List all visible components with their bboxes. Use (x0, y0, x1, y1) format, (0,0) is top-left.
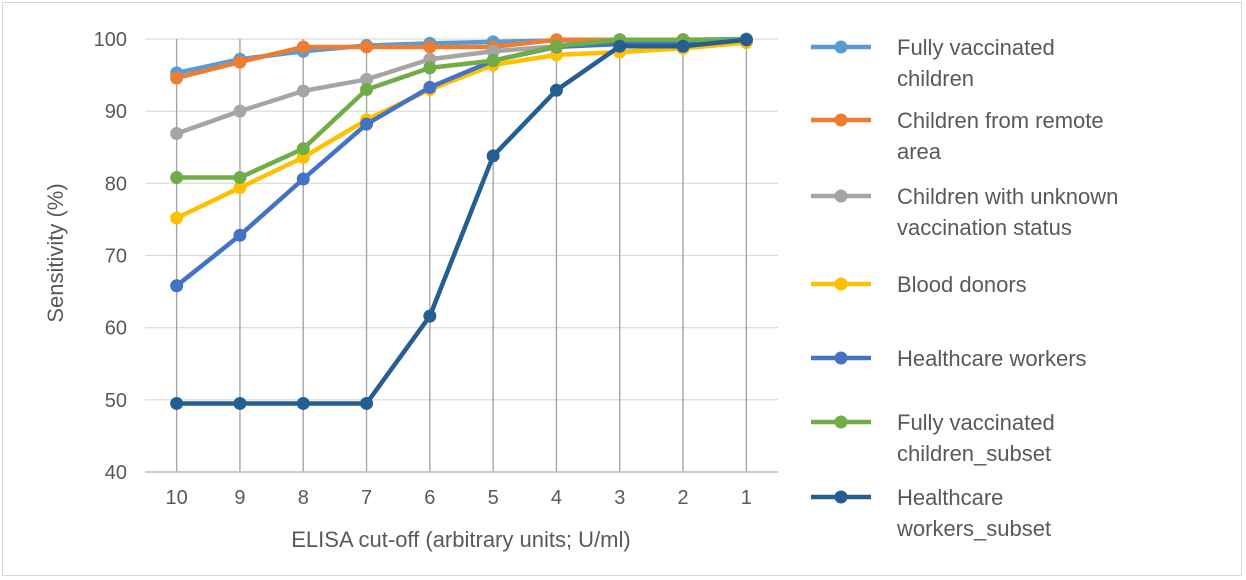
legend-label: Children with unknown vaccination status (897, 184, 1118, 240)
legend-label: Healthcare workers (897, 346, 1087, 371)
legend-marker (834, 40, 848, 54)
x-tick-label: 3 (614, 487, 625, 509)
data-point (233, 55, 247, 69)
series-line (175, 37, 747, 288)
data-point (486, 44, 500, 58)
legend-label: Fully vaccinated children_subset (897, 410, 1055, 466)
y-tick-label: 90 (105, 101, 127, 123)
x-tick-label: 8 (298, 487, 309, 509)
line-chart: 40 50 60 70 80 90 100 10 9 8 7 6 5 4 3 2 1 Fully vaccin… (43, 29, 1118, 552)
y-axis-label: Sensitivity (%) (43, 183, 68, 322)
series-line (175, 40, 747, 221)
data-point (170, 71, 184, 85)
data-point (423, 309, 437, 323)
data-point (170, 396, 184, 410)
legend-marker (834, 351, 848, 365)
x-tick-label: 10 (166, 487, 188, 509)
data-point (296, 142, 310, 156)
legend-entry: Fully vaccinated children_subset (811, 410, 1055, 466)
data-point (676, 39, 690, 53)
legend-entry: Children with unknown vaccination status (811, 184, 1118, 240)
x-tick-label: 7 (361, 487, 372, 509)
data-point (423, 80, 437, 94)
x-tick-label: 1 (741, 487, 752, 509)
y-tick-label: 60 (105, 318, 127, 340)
gridlines (145, 38, 778, 473)
data-point (296, 172, 310, 186)
legend-entry: Blood donors (811, 272, 1027, 297)
data-point (170, 279, 184, 293)
data-point (423, 61, 437, 75)
legend-marker (834, 490, 848, 504)
data-point (739, 33, 753, 47)
legend-label: Children from remote area (897, 108, 1104, 164)
data-point (296, 40, 310, 54)
legend-label: Healthcare workers_subset (896, 485, 1051, 541)
data-point (549, 83, 563, 97)
data-point (360, 83, 374, 97)
legend-marker (834, 277, 848, 291)
data-point (423, 40, 437, 54)
legend-marker (834, 113, 848, 127)
series-lines (170, 32, 753, 410)
legend-marker (834, 189, 848, 203)
data-point (233, 396, 247, 410)
legend-entry: Children from remote area (811, 108, 1104, 164)
y-axis-ticks: 40 50 60 70 80 90 100 (94, 29, 127, 484)
data-point (233, 228, 247, 242)
series-5 (170, 33, 753, 293)
y-tick-label: 100 (94, 29, 127, 51)
x-tick-label: 4 (551, 487, 562, 509)
x-axis-label: ELISA cut-off (arbitrary units; U/ml) (291, 527, 630, 552)
data-point (613, 39, 627, 53)
data-point (486, 54, 500, 68)
data-point (170, 171, 184, 185)
data-point (360, 40, 374, 54)
data-point (360, 396, 374, 410)
y-tick-label: 40 (105, 462, 127, 484)
data-point (360, 117, 374, 131)
data-point (296, 396, 310, 410)
data-point (233, 104, 247, 118)
legend-entry: Healthcare workers (811, 346, 1087, 371)
series-7 (170, 33, 753, 410)
y-tick-label: 70 (105, 246, 127, 268)
data-point (170, 127, 184, 141)
x-tick-label: 2 (677, 487, 688, 509)
data-point (296, 84, 310, 98)
legend-label: Blood donors (897, 272, 1027, 297)
data-point (233, 181, 247, 195)
series-line (176, 37, 747, 406)
legend-label: Fully vaccinated children (897, 35, 1055, 91)
legend: Fully vaccinated children Children from re… (811, 35, 1118, 541)
data-point (549, 39, 563, 53)
data-point (486, 149, 500, 163)
legend-marker (834, 415, 848, 429)
legend-entry: Healthcare workers_subset (811, 485, 1051, 541)
y-tick-label: 50 (105, 390, 127, 412)
x-tick-label: 6 (424, 487, 435, 509)
legend-entry: Fully vaccinated children (811, 35, 1055, 91)
data-point (233, 171, 247, 185)
x-tick-label: 5 (488, 487, 499, 509)
x-axis-ticks: 10 9 8 7 6 5 4 3 2 1 (166, 487, 752, 509)
x-tick-label: 9 (234, 487, 245, 509)
data-point (170, 211, 184, 225)
data-point (360, 72, 374, 86)
series-line (176, 37, 747, 180)
y-tick-label: 80 (105, 173, 127, 195)
